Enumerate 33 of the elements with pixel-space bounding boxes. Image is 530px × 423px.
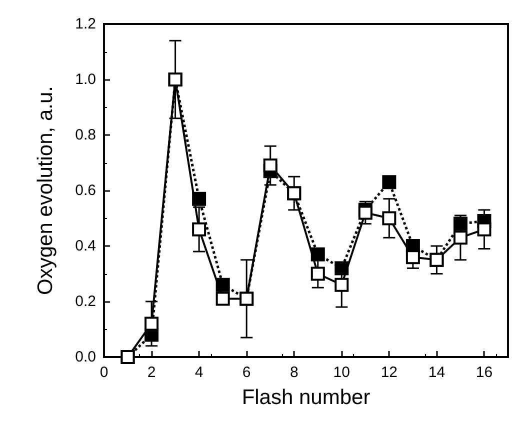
point <box>453 230 468 245</box>
y-tick-label: 1.0 <box>75 71 96 88</box>
x-tick-label: 16 <box>476 364 493 381</box>
x-tick-label: 10 <box>333 364 350 381</box>
y-tick-label: 0.8 <box>75 126 96 144</box>
y-tick-label: 0.4 <box>75 238 96 254</box>
y-tick-label: 1.2 <box>75 16 96 32</box>
point <box>334 278 349 292</box>
y-tick-label: 0.2 <box>75 293 96 310</box>
point <box>263 158 278 173</box>
point <box>192 222 206 236</box>
x-tick-label: 0 <box>100 364 108 381</box>
x-tick-label: 14 <box>428 364 446 381</box>
point <box>477 222 492 236</box>
x-axis-title: Flash number <box>242 386 370 409</box>
point <box>358 206 372 220</box>
point <box>310 266 325 281</box>
y-tick-label: 0.0 <box>75 348 96 366</box>
x-tick-label: 12 <box>380 364 398 381</box>
x-tick-label: 8 <box>290 364 298 381</box>
point <box>334 261 349 276</box>
point <box>382 175 396 190</box>
point <box>453 216 468 231</box>
y-axis-title: Oxygen evolution, a.u. <box>34 86 57 295</box>
x-tick-label: 6 <box>242 364 251 381</box>
x-tick-label: 2 <box>147 364 156 381</box>
point <box>382 211 396 226</box>
x-tick-label: 4 <box>194 364 204 381</box>
point <box>144 316 159 331</box>
point <box>310 247 325 262</box>
point <box>406 250 420 264</box>
y-tick-label: 0.6 <box>75 182 96 199</box>
point <box>216 292 230 306</box>
